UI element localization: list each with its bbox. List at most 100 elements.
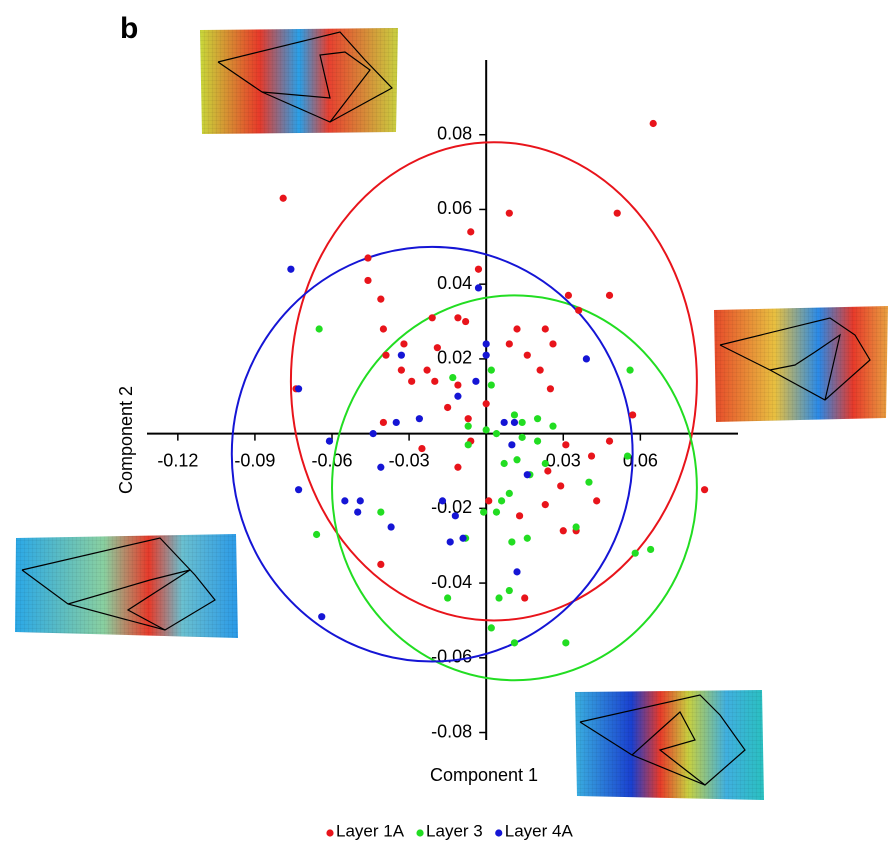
data-point <box>505 489 513 498</box>
data-point <box>454 392 462 400</box>
data-point <box>451 512 459 520</box>
data-point <box>647 545 655 554</box>
y-tick-label: 0.04 <box>437 273 472 293</box>
confidence-ellipse <box>331 294 698 682</box>
data-point <box>397 351 405 359</box>
y-tick-label: 0.06 <box>437 198 472 218</box>
data-point <box>582 355 590 363</box>
data-point <box>523 534 531 542</box>
legend-marker <box>326 829 334 837</box>
data-point <box>392 418 400 427</box>
data-point <box>629 411 637 419</box>
x-tick-label: -0.09 <box>234 450 275 470</box>
data-point <box>325 437 334 445</box>
data-point <box>433 344 441 352</box>
x-tick-label: -0.12 <box>157 450 198 470</box>
data-point <box>364 254 372 262</box>
data-point <box>415 415 423 423</box>
data-point <box>482 400 490 408</box>
data-point <box>438 497 447 505</box>
data-point <box>546 385 555 393</box>
data-point <box>562 639 570 647</box>
data-point <box>431 377 439 385</box>
data-point <box>428 314 436 322</box>
data-point <box>462 317 470 326</box>
data-point <box>492 508 501 516</box>
y-axis-title: Component 2 <box>116 386 136 494</box>
data-point <box>467 228 475 236</box>
data-point <box>397 366 405 374</box>
data-point <box>508 538 516 546</box>
data-point <box>605 291 614 299</box>
legend-label: Layer 4A <box>505 821 574 840</box>
data-point <box>605 437 614 445</box>
data-point <box>382 351 390 359</box>
data-point <box>295 486 303 494</box>
data-point <box>559 527 567 535</box>
data-point <box>523 471 531 479</box>
data-point <box>423 366 431 374</box>
data-point <box>626 366 634 374</box>
data-point <box>464 422 472 430</box>
data-point <box>482 351 490 359</box>
y-tick-label: -0.08 <box>431 721 472 741</box>
confidence-ellipse <box>230 245 634 663</box>
data-point <box>279 194 287 202</box>
data-point <box>508 441 516 449</box>
data-point <box>549 422 557 430</box>
data-point <box>521 594 529 602</box>
data-point <box>377 508 385 516</box>
data-point <box>485 497 493 505</box>
data-point <box>454 463 462 471</box>
y-tick-label: 0.02 <box>437 348 472 368</box>
data-point <box>544 467 552 475</box>
data-point <box>631 549 639 557</box>
data-point <box>487 624 495 632</box>
data-point <box>541 501 549 509</box>
data-point <box>354 508 362 516</box>
data-point <box>474 265 483 273</box>
data-point <box>513 456 521 464</box>
data-point <box>474 284 483 292</box>
data-point <box>472 377 480 385</box>
data-point <box>341 497 349 505</box>
data-point <box>379 418 387 427</box>
legend-label: Layer 3 <box>426 821 483 840</box>
x-tick-label: 0.03 <box>546 450 581 470</box>
data-point <box>510 639 519 647</box>
x-tick-label: -0.03 <box>389 450 430 470</box>
data-point <box>480 508 488 516</box>
legend-label: Layer 1A <box>336 821 405 840</box>
data-point <box>364 276 372 285</box>
deformation-grid <box>15 534 238 638</box>
data-point <box>564 291 573 299</box>
data-point <box>449 373 457 382</box>
legend-marker <box>495 829 503 837</box>
data-point <box>533 415 542 423</box>
data-point <box>649 119 657 128</box>
data-point <box>536 366 544 374</box>
data-point <box>369 430 377 438</box>
deformation-grid <box>200 28 398 134</box>
data-point <box>505 340 513 348</box>
data-point <box>518 418 526 427</box>
data-point <box>510 411 519 419</box>
deformation-grid <box>714 306 888 422</box>
data-point <box>482 426 490 434</box>
data-point <box>562 441 570 449</box>
data-point <box>295 385 303 393</box>
data-point <box>557 482 565 490</box>
y-tick-label: -0.04 <box>431 572 472 592</box>
data-point <box>518 433 526 441</box>
data-point <box>495 594 503 602</box>
data-point <box>533 437 542 445</box>
data-point <box>459 534 467 542</box>
data-point <box>513 568 521 576</box>
data-point <box>464 441 472 449</box>
data-point <box>377 295 385 303</box>
data-point <box>498 497 506 505</box>
data-point <box>318 613 326 621</box>
data-point <box>312 530 321 539</box>
data-point <box>482 340 490 348</box>
